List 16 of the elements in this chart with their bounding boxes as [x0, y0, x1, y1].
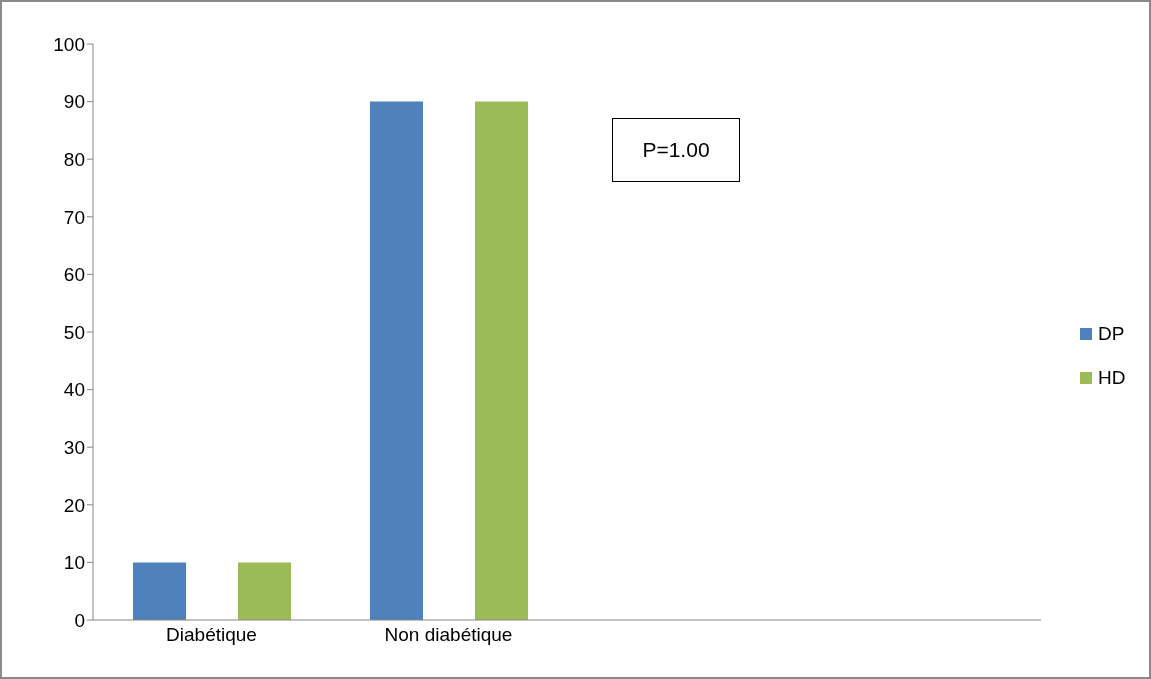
y-tick-label: 100: [53, 33, 85, 55]
y-tick-label: 60: [63, 264, 85, 286]
y-tick-label: 0: [74, 609, 85, 631]
x-tick-label: Non diabétique: [384, 624, 513, 646]
legend-label: HD: [1098, 367, 1126, 389]
y-tick-label: 70: [63, 206, 85, 228]
x-tick-label: Diabétique: [166, 624, 257, 646]
legend-label: DP: [1098, 323, 1125, 345]
y-tick-label: 20: [63, 494, 85, 516]
annotation: P=1.00: [612, 118, 740, 182]
y-tick-label: 50: [63, 321, 85, 343]
y-tick-label: 10: [63, 552, 85, 574]
y-tick-label: 80: [63, 148, 85, 170]
y-tick-label: 90: [63, 91, 85, 113]
y-tick-label: 30: [63, 436, 85, 458]
y-tick-label: 40: [63, 379, 85, 401]
